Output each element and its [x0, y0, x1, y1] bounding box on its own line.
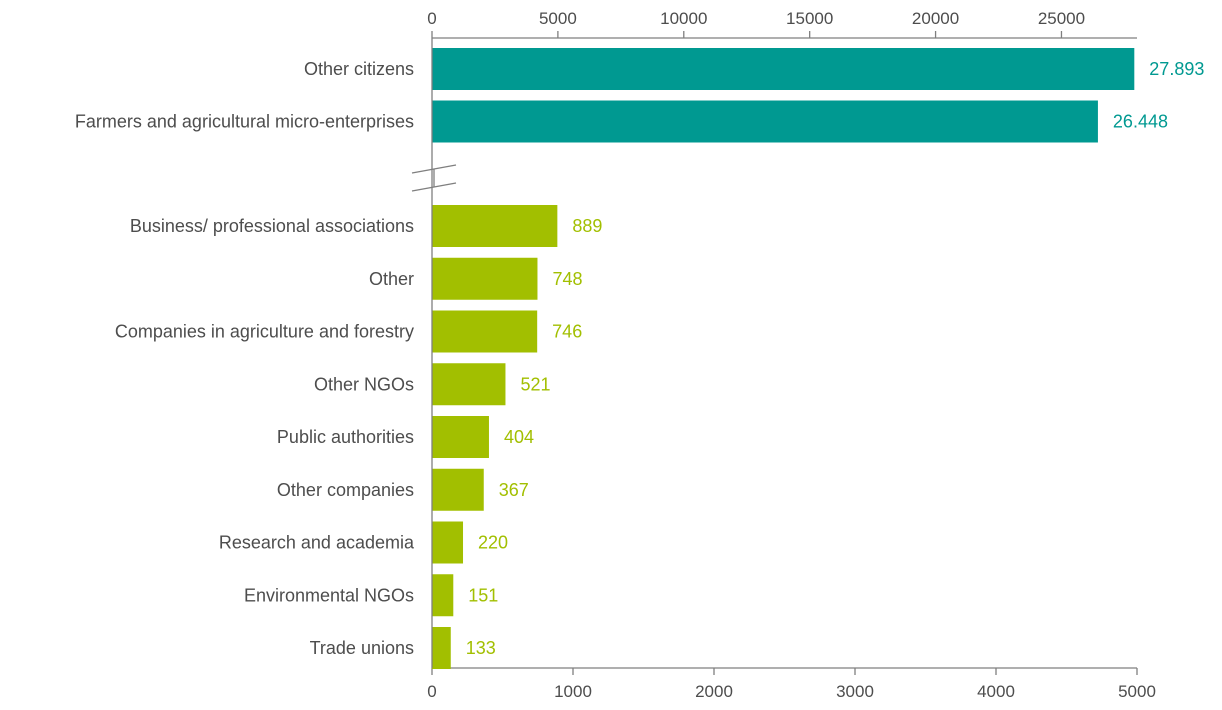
top-axis-tick-label: 10000	[660, 9, 707, 28]
bar	[432, 310, 538, 353]
top-axis-tick-label: 5000	[539, 9, 577, 28]
bottom-axis-tick-label: 5000	[1118, 682, 1156, 701]
bar	[432, 627, 451, 669]
bar	[432, 257, 538, 300]
category-label: Public authorities	[277, 427, 414, 447]
category-label: Trade unions	[310, 638, 414, 658]
top-bars: Other citizens 27.893 Farmers and agricult…	[75, 48, 1204, 143]
bottom-bars: Business/ professional associations 889 Ot…	[115, 205, 602, 669]
value-label: 748	[552, 269, 582, 289]
bottom-axis-tick-label: 0	[427, 682, 436, 701]
bar	[432, 100, 1098, 143]
category-label: Business/ professional associations	[130, 216, 414, 236]
bar	[432, 48, 1135, 90]
value-label: 26.448	[1113, 112, 1168, 132]
bottom-axis-tick-label: 1000	[554, 682, 592, 701]
bottom-axis-tick-label: 3000	[836, 682, 874, 701]
axis-break-symbol	[411, 164, 457, 192]
value-label: 133	[466, 638, 496, 658]
bottom-axis-tick-label: 2000	[695, 682, 733, 701]
bar	[432, 205, 558, 247]
value-label: 151	[468, 585, 498, 605]
category-label: Environmental NGOs	[244, 585, 414, 605]
bar	[432, 363, 506, 406]
top-axis-tick-label: 0	[427, 9, 436, 28]
top-axis-tick-label: 20000	[912, 9, 959, 28]
category-label: Other NGOs	[314, 374, 414, 394]
category-label: Other citizens	[304, 59, 414, 79]
category-label: Companies in agriculture and forestry	[115, 322, 414, 342]
bottom-axis-tick-label: 4000	[977, 682, 1015, 701]
category-label: Research and academia	[219, 533, 415, 553]
top-axis-tick-label: 25000	[1038, 9, 1085, 28]
value-label: 889	[572, 216, 602, 236]
bar	[432, 468, 484, 511]
value-label: 521	[520, 374, 550, 394]
category-label: Other companies	[277, 480, 414, 500]
bar	[432, 574, 454, 617]
bar	[432, 521, 464, 564]
value-label: 746	[552, 322, 582, 342]
top-axis: 0 5000 10000 15000 20000 25000	[427, 9, 1137, 39]
category-label: Other	[369, 269, 414, 289]
bar	[432, 416, 489, 458]
top-axis-tick-label: 15000	[786, 9, 833, 28]
value-label: 27.893	[1149, 59, 1204, 79]
bottom-axis: 0 1000 2000 3000 4000 5000	[427, 667, 1156, 701]
value-label: 367	[499, 480, 529, 500]
category-label: Farmers and agricultural micro-enterpris…	[75, 112, 414, 132]
value-label: 404	[504, 427, 534, 447]
value-label: 220	[478, 533, 508, 553]
